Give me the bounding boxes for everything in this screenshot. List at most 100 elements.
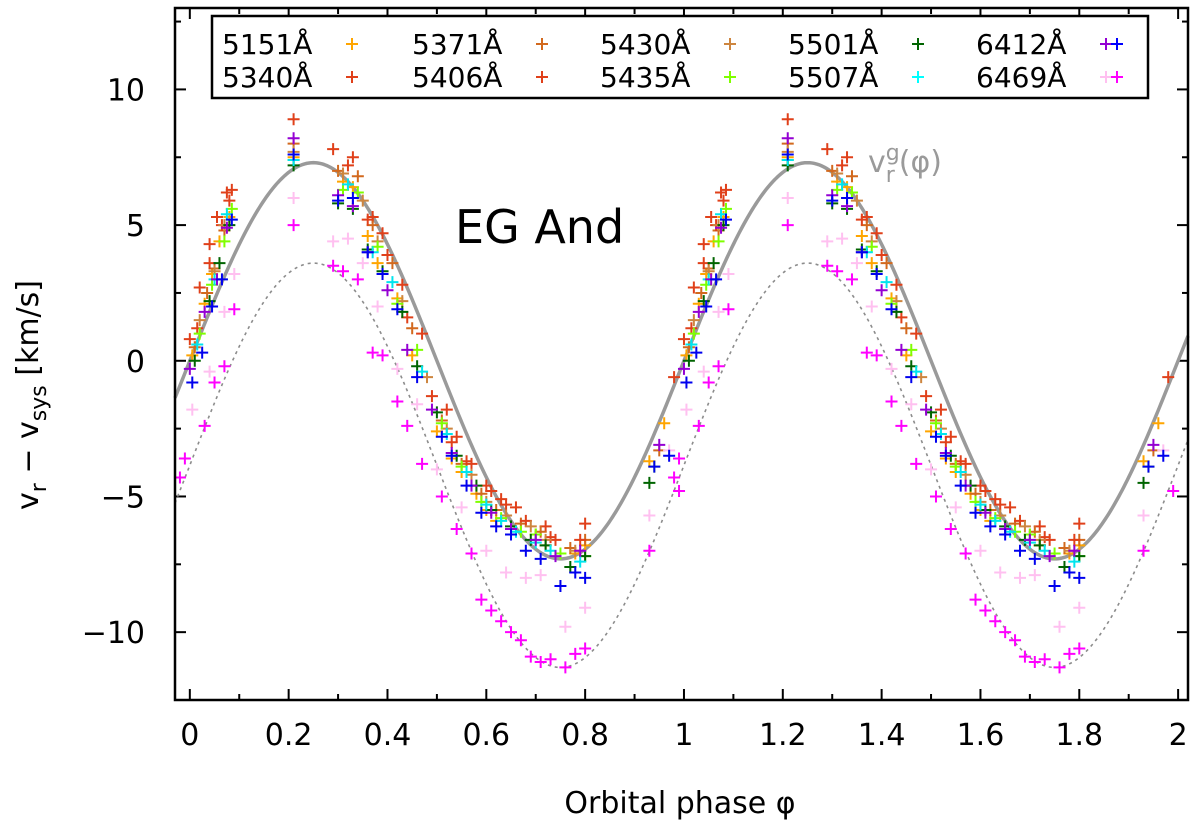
data-point — [505, 528, 518, 541]
data-point — [1137, 509, 1150, 522]
data-point — [910, 327, 923, 340]
data-point — [460, 466, 473, 479]
data-point — [643, 544, 656, 557]
data-point — [500, 566, 513, 579]
data-point — [361, 213, 374, 226]
data-point — [1004, 501, 1017, 514]
curve-label: vg r (φ) — [868, 141, 942, 188]
curve-label-sup: g — [886, 141, 900, 166]
data-point — [327, 259, 340, 272]
data-point — [929, 430, 942, 443]
data-point — [361, 246, 374, 259]
data-point — [480, 544, 493, 557]
data-point — [895, 419, 908, 432]
data-point — [574, 544, 587, 557]
data-point — [416, 327, 429, 340]
data-point — [1137, 476, 1150, 489]
tick-labels: 0 0.2 0.4 0.6 0.8 1 1.2 1.4 1.6 1.8 2 −10 −5 0 5 10 — [82, 73, 1188, 753]
data-point — [712, 360, 725, 373]
data-point — [188, 354, 201, 367]
legend-label: 5435Å — [600, 60, 690, 94]
data-point — [870, 349, 883, 362]
data-point — [213, 257, 226, 270]
data-point — [519, 544, 532, 557]
data-point — [529, 533, 542, 546]
data-point — [391, 303, 404, 316]
data-point — [218, 360, 231, 373]
data-point — [668, 471, 681, 484]
data-point — [949, 501, 962, 514]
data-point — [870, 267, 883, 280]
data-point — [480, 498, 493, 511]
data-point — [188, 341, 201, 354]
legend-marker — [536, 71, 548, 83]
data-point — [929, 417, 942, 430]
data-point — [1028, 656, 1041, 669]
data-point — [979, 485, 992, 498]
data-point — [554, 580, 567, 593]
x-tick-label: 0.6 — [462, 718, 510, 753]
data-point — [376, 349, 389, 362]
x-tick-label: 1.2 — [759, 718, 807, 753]
data-point — [1157, 449, 1170, 462]
data-point — [939, 449, 952, 462]
data-point — [465, 547, 478, 560]
data-point — [880, 257, 893, 270]
data-point — [416, 457, 429, 470]
data-point — [579, 601, 592, 614]
data-point — [509, 501, 522, 514]
data-point — [381, 248, 394, 261]
data-point — [663, 449, 676, 462]
data-point — [386, 276, 399, 289]
data-point — [885, 303, 898, 316]
data-point — [781, 113, 794, 126]
data-point — [845, 273, 858, 286]
x-tick-label: 0 — [180, 718, 199, 753]
data-point — [841, 191, 854, 204]
data-point — [1013, 571, 1026, 584]
data-point — [1068, 555, 1081, 568]
data-point — [685, 338, 698, 351]
data-point — [445, 449, 458, 462]
x-tick-label: 0.4 — [364, 718, 412, 753]
data-point — [905, 398, 918, 411]
legend-label: 5371Å — [412, 27, 502, 61]
data-point — [895, 343, 908, 356]
legend-box — [210, 14, 1150, 100]
data-point — [193, 327, 206, 340]
data-point — [974, 498, 987, 511]
data-point — [519, 571, 532, 584]
y-axis-title-mid: − v — [11, 421, 46, 483]
data-point — [341, 178, 354, 191]
data-point — [287, 148, 300, 161]
data-point — [287, 219, 300, 232]
data-point — [411, 398, 424, 411]
data-point — [697, 238, 710, 251]
data-point — [677, 333, 690, 346]
data-point — [534, 569, 547, 582]
data-point — [514, 634, 527, 647]
data-point — [1028, 569, 1041, 582]
data-point — [954, 479, 967, 492]
data-point — [287, 191, 300, 204]
y-axis-title: vr − vsys [km/s] — [11, 280, 52, 510]
data-point — [673, 485, 686, 498]
data-point — [475, 506, 488, 519]
data-point — [206, 300, 219, 313]
data-point — [954, 466, 967, 479]
data-point — [411, 371, 424, 384]
data-point — [203, 295, 216, 308]
data-point — [287, 132, 300, 145]
data-point — [826, 194, 839, 207]
data-point — [386, 257, 399, 270]
data-point — [875, 248, 888, 261]
data-point — [220, 221, 233, 234]
data-point — [559, 661, 572, 674]
data-point — [1073, 571, 1086, 584]
data-point — [450, 523, 463, 536]
data-point — [198, 419, 211, 432]
data-point — [406, 322, 419, 335]
data-point — [680, 403, 693, 416]
